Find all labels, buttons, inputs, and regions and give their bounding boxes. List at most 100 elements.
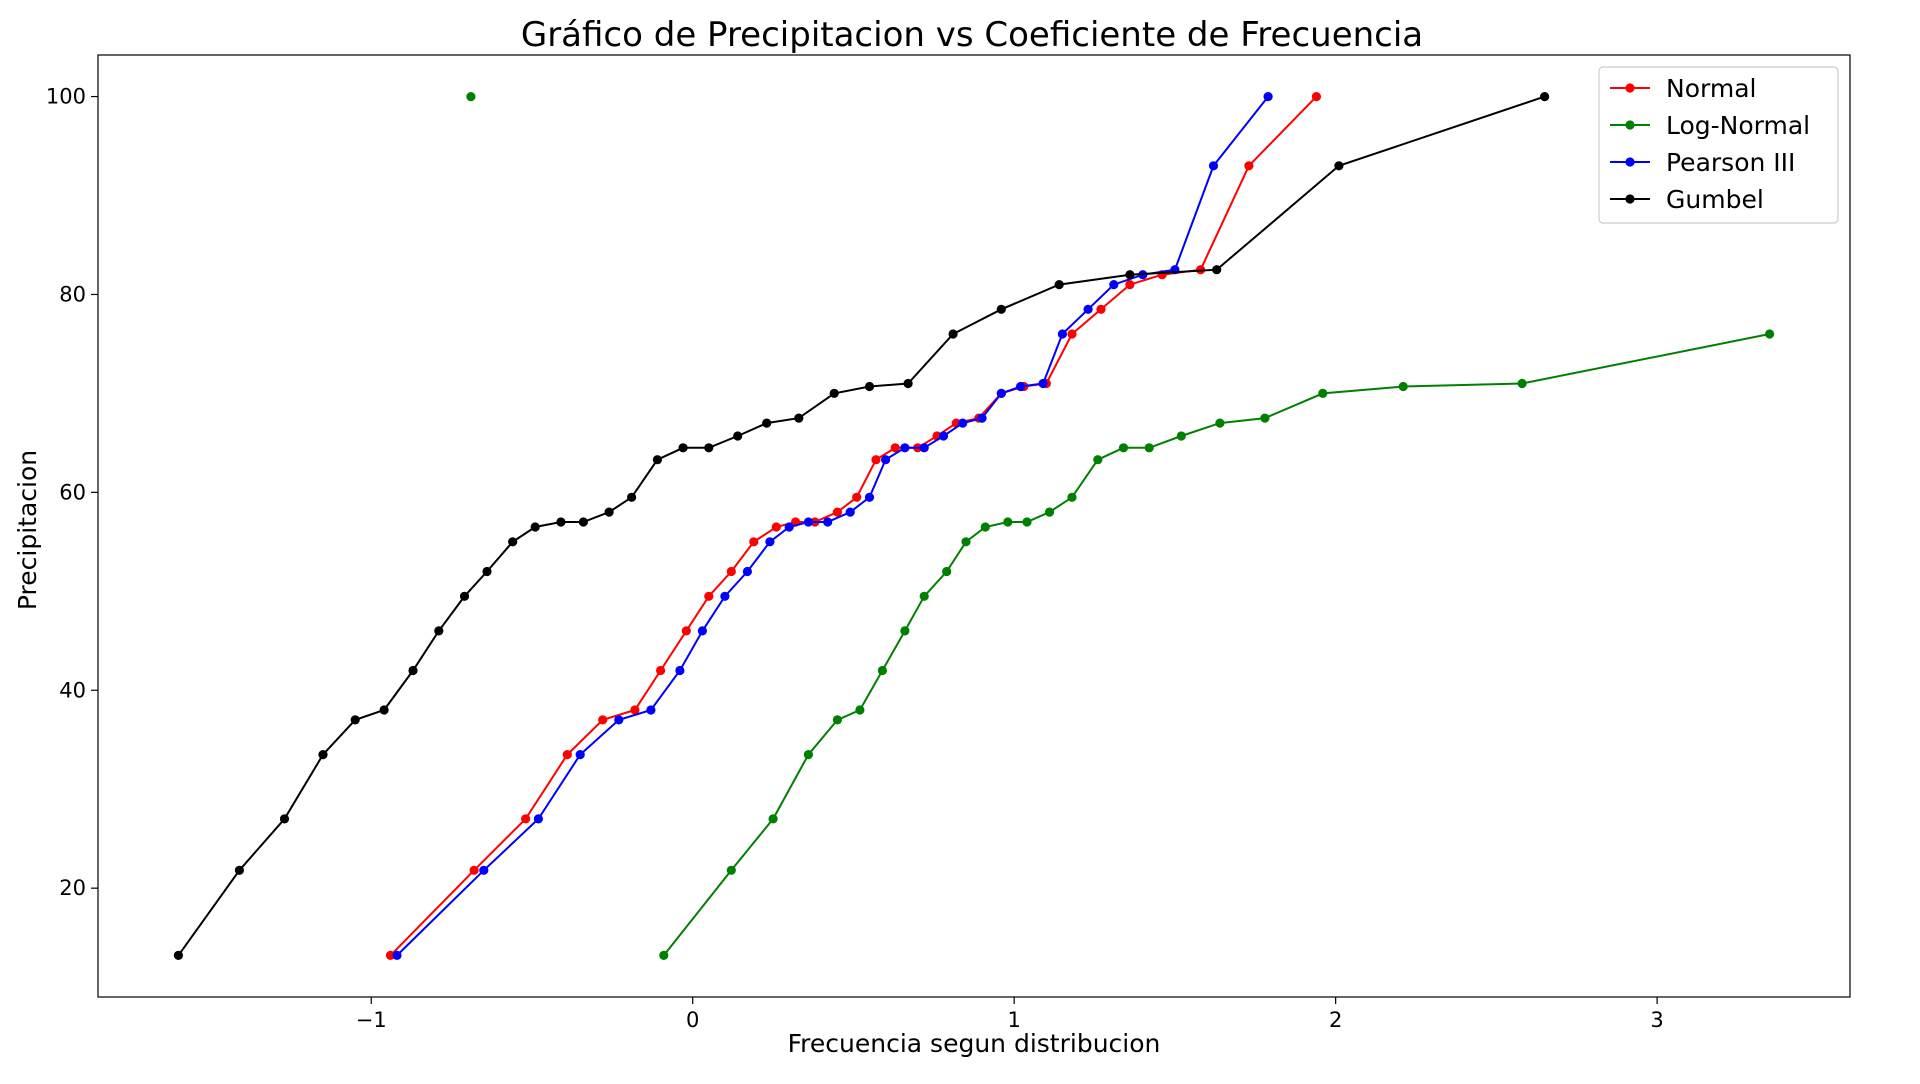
data-point-2-12	[803, 517, 814, 527]
data-point-3-18	[704, 443, 714, 453]
data-point-2-30	[1208, 161, 1219, 171]
data-point-0-15	[852, 492, 862, 502]
data-point-3-29	[1212, 265, 1222, 275]
x-tick-label: −1	[356, 1008, 387, 1032]
data-point-2-25	[1057, 329, 1067, 339]
y-tick-label: 40	[59, 678, 86, 702]
data-point-3-7	[434, 626, 444, 636]
data-point-3-25	[948, 329, 958, 339]
data-point-1-15	[1067, 492, 1077, 502]
data-point-0-26	[1096, 304, 1106, 314]
y-tick-label: 80	[59, 282, 86, 306]
series-2	[392, 92, 1273, 961]
data-point-1-12	[1003, 517, 1013, 527]
legend-entry-3: Gumbel	[1610, 185, 1764, 214]
data-point-0-17	[890, 443, 900, 453]
data-point-2-23	[1016, 381, 1026, 392]
series-line-2	[396, 95, 1269, 957]
data-point-2-21	[977, 413, 987, 423]
data-point-3-21	[794, 413, 804, 423]
plot-frame	[97, 54, 1851, 998]
data-point-3-9	[482, 566, 492, 577]
data-point-1-19	[1176, 431, 1186, 441]
legend: Normal Log-Normal Pearson III Gumbel	[1598, 66, 1839, 224]
series-layer	[173, 92, 1775, 961]
x-tick-label: 2	[1329, 1008, 1342, 1032]
data-point-2-4	[614, 715, 624, 725]
data-point-1-22	[1318, 388, 1328, 398]
data-point-3-17	[678, 443, 688, 453]
data-point-3-23	[864, 381, 875, 392]
data-point-1-3	[803, 750, 814, 760]
data-point-0-16	[871, 455, 881, 465]
data-point-3-31	[1540, 92, 1550, 102]
data-point-0-1	[469, 865, 479, 875]
data-point-1-16	[1093, 455, 1103, 465]
data-point-0-3	[562, 750, 572, 760]
data-point-1-11	[980, 522, 990, 532]
x-tick-label: 3	[1650, 1008, 1663, 1032]
y-axis-label: Precipitacion	[13, 450, 42, 610]
data-point-2-6	[675, 665, 685, 676]
data-point-3-12	[556, 517, 566, 527]
data-point-1-27	[466, 92, 476, 102]
data-point-1-6	[877, 665, 888, 676]
y-tick-label: 60	[59, 480, 86, 504]
data-point-3-4	[350, 715, 360, 725]
data-point-2-0	[392, 950, 402, 961]
data-point-1-13	[1022, 517, 1032, 527]
data-point-0-5	[630, 705, 640, 715]
data-point-3-13	[578, 517, 589, 527]
data-point-1-9	[942, 566, 952, 577]
data-point-3-0	[173, 950, 183, 961]
legend-swatch-marker	[1625, 194, 1635, 204]
data-point-3-5	[379, 705, 389, 715]
data-point-2-19	[938, 431, 949, 441]
data-point-2-15	[864, 492, 875, 502]
data-point-3-24	[903, 378, 913, 389]
legend-label: Gumbel	[1666, 185, 1764, 214]
data-point-1-2	[768, 814, 778, 824]
data-point-3-16	[652, 455, 663, 465]
legend-entry-2: Pearson III	[1610, 148, 1795, 177]
data-point-1-4	[832, 715, 843, 725]
data-point-3-30	[1334, 161, 1344, 171]
x-tick-label: 1	[1007, 1008, 1020, 1032]
data-point-0-27	[1125, 280, 1135, 290]
y-tick-label: 20	[59, 876, 86, 900]
data-point-2-11	[784, 522, 794, 532]
data-point-1-5	[855, 705, 865, 715]
data-point-1-24	[1517, 378, 1527, 389]
data-point-3-2	[279, 814, 290, 824]
data-point-2-26	[1083, 304, 1093, 314]
data-point-2-18	[919, 443, 929, 453]
y-tick-label: 100	[46, 85, 86, 109]
legend-swatch-marker	[1625, 157, 1635, 167]
data-point-0-8	[704, 591, 714, 601]
data-point-2-17	[900, 443, 910, 453]
data-point-2-7	[697, 626, 708, 636]
data-point-1-25	[1765, 329, 1775, 339]
data-point-2-27	[1109, 280, 1119, 290]
data-point-2-22	[996, 388, 1006, 398]
legend-label: Pearson III	[1666, 148, 1795, 177]
data-point-2-5	[646, 705, 656, 715]
data-point-1-8	[919, 591, 929, 601]
legend-label: Log-Normal	[1666, 111, 1810, 140]
data-point-1-23	[1398, 381, 1408, 392]
legend-label: Normal	[1666, 74, 1756, 103]
data-point-2-20	[958, 418, 968, 428]
data-point-2-1	[479, 865, 489, 875]
data-point-3-22	[829, 388, 839, 398]
data-point-2-13	[823, 517, 833, 527]
data-point-2-16	[881, 455, 891, 465]
legend-box	[1598, 66, 1839, 224]
data-point-3-1	[234, 865, 244, 875]
data-point-0-2	[521, 814, 531, 824]
data-point-1-14	[1044, 507, 1055, 517]
data-point-0-11	[771, 522, 781, 532]
data-point-2-24	[1038, 378, 1048, 389]
data-point-0-4	[598, 715, 608, 725]
